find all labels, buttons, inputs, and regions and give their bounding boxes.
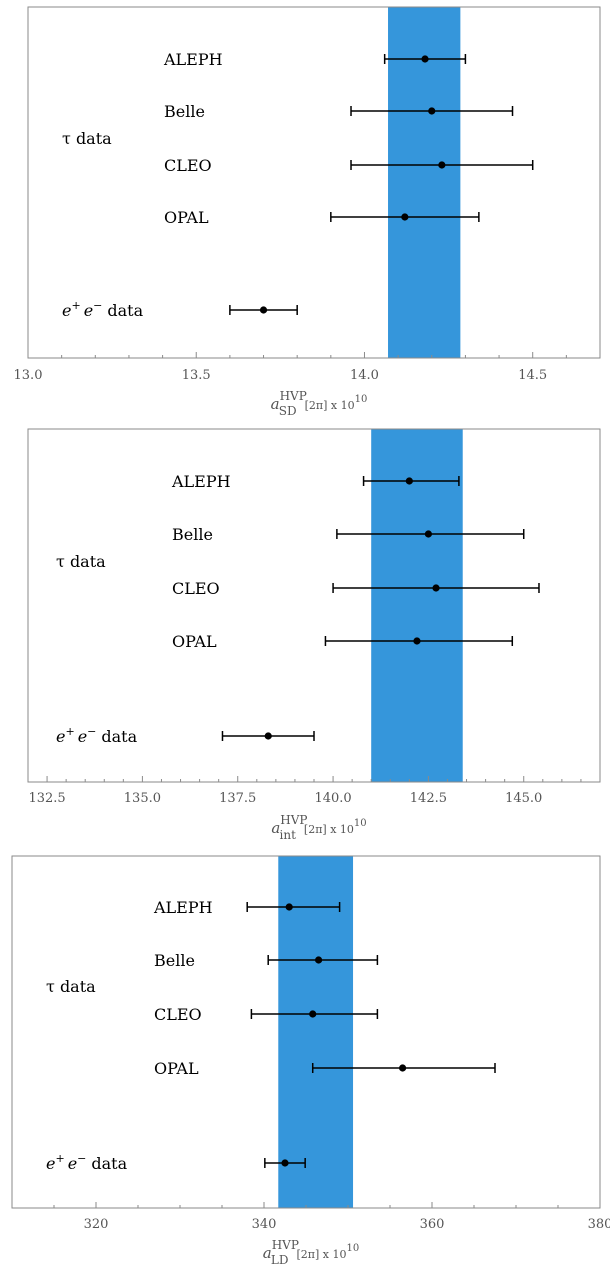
group-label: τ data bbox=[56, 552, 106, 571]
point-marker bbox=[309, 1010, 317, 1018]
chart-2: 132.5 135.0 137.5 140.0 142.5 145.0 τ data ALEP… bbox=[27, 428, 601, 842]
point-marker bbox=[401, 213, 409, 221]
row-label: ALEPH bbox=[171, 472, 231, 491]
chart-1: 13.0 13.5 14.0 14.5 τ data ALEPH Belle CLEO OPAL… bbox=[14, 6, 601, 418]
x-axis-label: aHVP int [2π] x 1010 bbox=[271, 813, 366, 842]
row-label: CLEO bbox=[164, 156, 212, 175]
row-label: e+ e− data bbox=[62, 299, 144, 320]
x-tick-label: 380 bbox=[588, 1217, 610, 1232]
x-tick-label: 135.0 bbox=[124, 791, 161, 806]
x-tick-label: 140.0 bbox=[314, 791, 351, 806]
data-point: OPAL bbox=[164, 208, 480, 227]
data-point: ALEPH bbox=[163, 50, 467, 69]
data-point: e+ e− data bbox=[46, 1152, 306, 1173]
row-label: CLEO bbox=[172, 579, 220, 598]
x-tick-label: 145.0 bbox=[505, 791, 542, 806]
reference-band bbox=[388, 7, 461, 358]
x-tick-label: 340 bbox=[252, 1217, 277, 1232]
point-marker bbox=[424, 530, 432, 538]
chart-3: 320 340 360 380 τ data ALEPH Belle CLEO OPAL e+ e−… bbox=[11, 855, 610, 1267]
data-point: ALEPH bbox=[171, 472, 460, 491]
row-label: Belle bbox=[164, 102, 205, 121]
row-label: Belle bbox=[154, 951, 195, 970]
row-label: e+ e− data bbox=[56, 725, 138, 746]
x-tick-label: 13.5 bbox=[182, 368, 211, 383]
point-marker bbox=[285, 903, 293, 911]
row-label: Belle bbox=[172, 525, 213, 544]
row-label: OPAL bbox=[172, 632, 217, 651]
data-point: CLEO bbox=[172, 579, 540, 598]
x-tick-label: 360 bbox=[420, 1217, 445, 1232]
data-point: CLEO bbox=[164, 156, 534, 175]
data-point: ALEPH bbox=[153, 898, 341, 917]
data-point: OPAL bbox=[154, 1059, 496, 1078]
data-point: OPAL bbox=[172, 632, 514, 651]
point-marker bbox=[432, 584, 440, 592]
row-label: ALEPH bbox=[153, 898, 213, 917]
point-marker bbox=[264, 732, 272, 740]
row-label: OPAL bbox=[154, 1059, 199, 1078]
x-axis-label: aHVP LD [2π] x 1010 bbox=[263, 1238, 360, 1267]
group-label: τ data bbox=[62, 129, 112, 148]
point-marker bbox=[413, 637, 421, 645]
point-marker bbox=[315, 956, 323, 964]
point-marker bbox=[405, 477, 413, 485]
point-marker bbox=[438, 161, 446, 169]
data-point: CLEO bbox=[154, 1005, 379, 1024]
x-axis-label: aHVP SD [2π] x 1010 bbox=[271, 389, 368, 418]
data-point: e+ e− data bbox=[56, 725, 315, 746]
data-point: e+ e− data bbox=[62, 299, 298, 320]
point-marker bbox=[259, 306, 268, 314]
x-tick-label: 14.0 bbox=[350, 368, 379, 383]
point-marker bbox=[428, 107, 436, 115]
row-label: CLEO bbox=[154, 1005, 202, 1024]
x-tick-label: 14.5 bbox=[518, 368, 547, 383]
x-tick-label: 13.0 bbox=[14, 368, 43, 383]
row-label: ALEPH bbox=[163, 50, 223, 69]
x-tick-label: 320 bbox=[84, 1217, 109, 1232]
plot-frame bbox=[27, 6, 601, 359]
data-point: Belle bbox=[172, 525, 525, 544]
group-label: τ data bbox=[46, 977, 96, 996]
reference-band bbox=[278, 856, 354, 1208]
row-label: OPAL bbox=[164, 208, 209, 227]
reference-band bbox=[371, 429, 463, 782]
x-tick-label: 137.5 bbox=[219, 791, 256, 806]
point-marker bbox=[421, 55, 429, 63]
point-marker bbox=[399, 1064, 407, 1072]
data-point: Belle bbox=[164, 102, 514, 121]
x-tick-label: 142.5 bbox=[410, 791, 447, 806]
point-marker bbox=[281, 1159, 289, 1167]
data-point: Belle bbox=[154, 951, 379, 970]
x-tick-label: 132.5 bbox=[28, 791, 65, 806]
row-label: e+ e− data bbox=[46, 1152, 128, 1173]
